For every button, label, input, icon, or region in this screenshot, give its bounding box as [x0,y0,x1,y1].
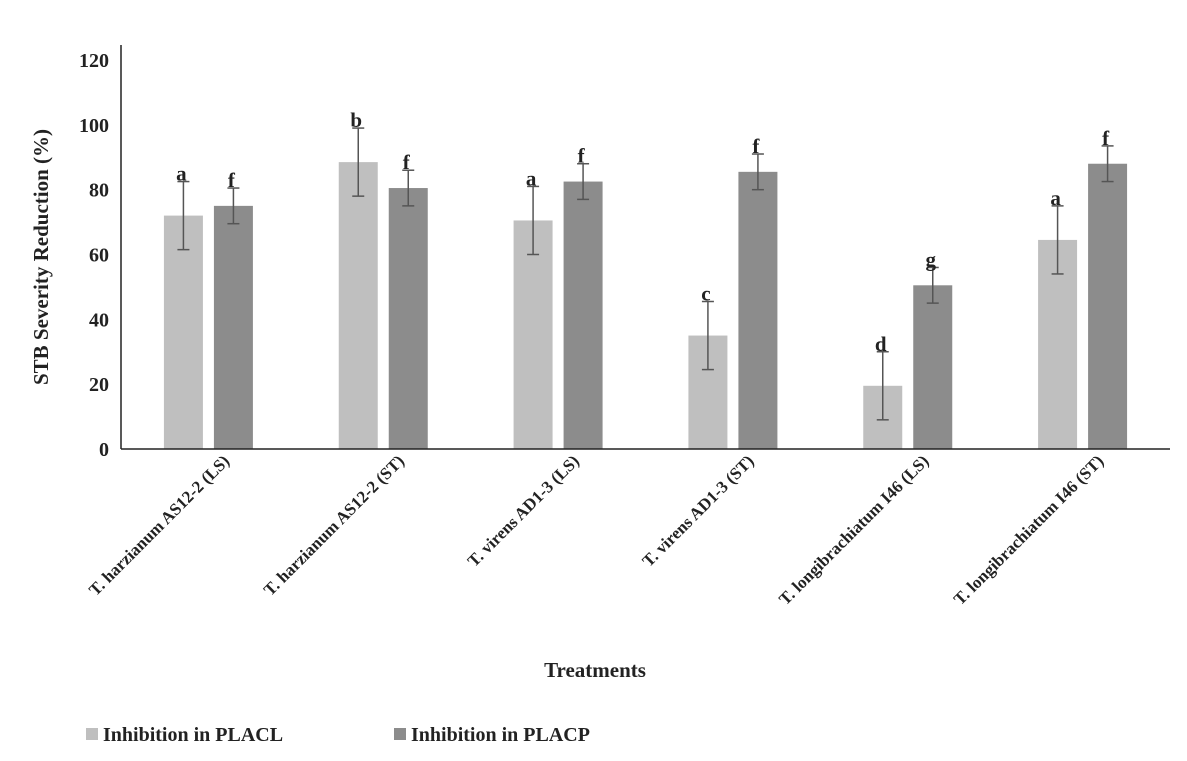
bar [513,220,553,449]
legend-swatch-placp [394,728,406,740]
legend-label-placl: Inhibition in PLACL [103,724,283,746]
bar [1038,239,1078,449]
bar [563,181,603,449]
y-tick-label: 20 [89,374,109,396]
y-axis-ticks: 0 20 40 60 80 100 120 [79,50,109,461]
significance-letter: g [926,247,937,271]
significance-letter: f [228,168,236,192]
category-label: T. virens AD1-3 (ST) [639,451,758,570]
significance-letter: f [1102,126,1110,150]
significance-letter: a [526,166,537,190]
y-tick-label: 80 [89,180,109,202]
axes [120,45,1170,450]
legend: Inhibition in PLACL Inhibition in PLACP [86,724,590,746]
y-tick-label: 40 [89,309,109,331]
bars-group: a f b f a f c f d g a f [163,108,1128,450]
bar [388,188,428,449]
legend-swatch-placl [86,728,98,740]
category-labels: T. harzianum AS12-2 (LS) T. harzianum AS1… [85,451,1107,608]
significance-letter: d [875,332,887,356]
significance-letter: f [752,134,760,158]
category-label: T. virens AD1-3 (LS) [464,451,583,570]
bar [1088,163,1128,449]
legend-label-placp: Inhibition in PLACP [411,724,590,746]
significance-letter: a [176,162,187,186]
category-label: T. longibrachiatum I46 (LS) [775,451,932,608]
bar [163,215,203,449]
bar [738,171,778,449]
y-axis-title: STB Severity Reduction (%) [29,129,53,385]
bar [913,285,953,449]
x-axis-title: Treatments [544,658,646,682]
bar [338,162,378,450]
category-label: T. harzianum AS12-2 (LS) [85,451,233,599]
y-tick-label: 0 [99,439,109,461]
bar [213,205,253,449]
y-tick-label: 100 [79,115,109,137]
significance-letter: f [578,144,586,168]
significance-letter: f [403,150,411,174]
y-tick-label: 60 [89,245,109,267]
category-label: T. longibrachiatum I46 (ST) [950,451,1107,608]
significance-letter: b [350,108,362,132]
y-tick-label: 120 [79,50,109,72]
significance-letter: c [701,282,710,306]
significance-letter: a [1050,186,1061,210]
category-label: T. harzianum AS12-2 (ST) [260,451,408,599]
